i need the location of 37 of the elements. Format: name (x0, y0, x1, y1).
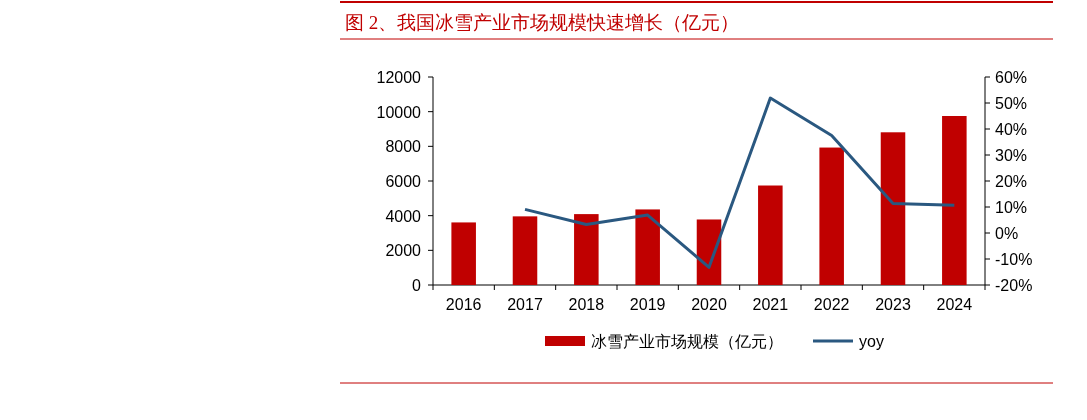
y2-tick-label: -10% (995, 251, 1033, 268)
bar (451, 222, 476, 285)
x-tick-label: 2024 (936, 296, 973, 313)
bar (758, 185, 783, 285)
y2-tick-label: -20% (995, 277, 1033, 294)
y-tick-label: 0 (412, 277, 422, 294)
y2-tick-label: 20% (995, 173, 1028, 190)
y2-tick-label: 10% (995, 199, 1028, 216)
x-tick-label: 2019 (629, 296, 666, 313)
y2-tick-label: 0% (995, 225, 1019, 242)
y-tick-label: 2000 (385, 242, 422, 260)
y2-tick-label: 40% (995, 121, 1028, 138)
y-tick-label: 10000 (376, 103, 422, 121)
y-tick-label: 6000 (385, 173, 422, 190)
x-tick-label: 2020 (691, 296, 727, 313)
bar (512, 216, 538, 285)
x-tick-label: 2017 (507, 296, 543, 313)
legend-label: yoy (859, 333, 884, 350)
bar (819, 147, 844, 285)
line-series (523, 96, 956, 269)
bar (942, 116, 967, 285)
y-tick-label: 12000 (376, 69, 422, 86)
y2-tick-label: 60% (995, 69, 1028, 86)
x-tick-label: 2023 (875, 296, 911, 313)
x-tick-label: 2022 (813, 296, 850, 313)
bar (880, 132, 906, 285)
y-tick-label: 4000 (385, 207, 422, 225)
y2-tick-label: 50% (995, 95, 1028, 112)
bar (635, 209, 660, 285)
x-tick-label: 2018 (568, 296, 605, 313)
chart-title: 图 2、我国冰雪产业市场规模快速增长（亿元） (345, 12, 740, 33)
y2-tick-label: 30% (995, 147, 1028, 164)
bar (574, 214, 599, 285)
legend-label: 冰雪产业市场规模（亿元） (591, 333, 783, 350)
y-tick-label: 8000 (385, 138, 422, 156)
x-tick-label: 2016 (445, 296, 482, 313)
x-tick-label: 2021 (752, 296, 789, 313)
